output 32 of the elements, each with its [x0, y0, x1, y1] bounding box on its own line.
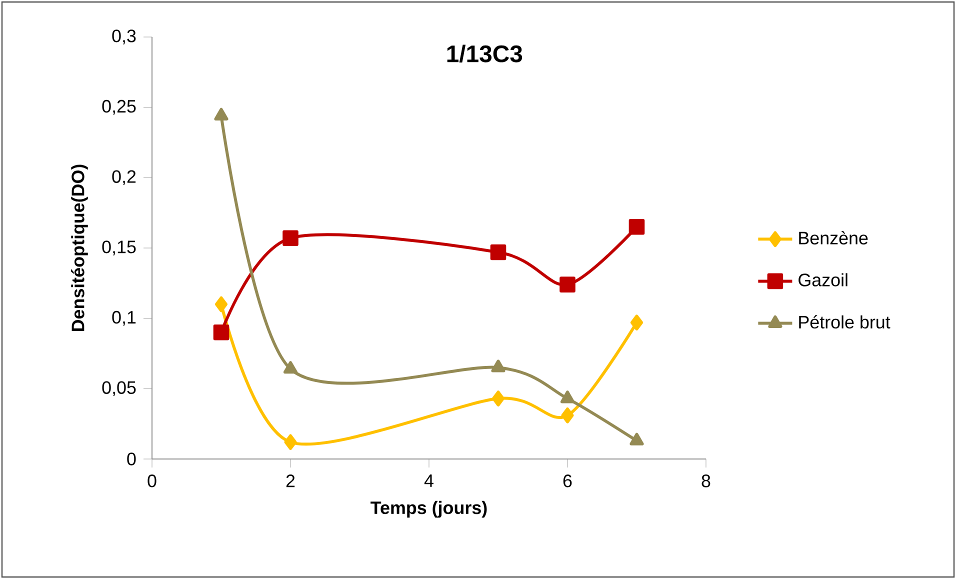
- point: [630, 314, 644, 330]
- point: [560, 276, 576, 292]
- point: [282, 230, 298, 246]
- point: [283, 361, 298, 374]
- y-tick-label: 0,05: [102, 381, 136, 396]
- y-tick-label: 0,2: [112, 170, 136, 186]
- y-tick-label: 0,15: [102, 240, 136, 256]
- y-tick-label: 0,1: [112, 310, 136, 326]
- x-tick-label: 0: [148, 474, 156, 488]
- x-tick-label: 6: [563, 474, 572, 488]
- point: [490, 244, 506, 260]
- point: [492, 390, 505, 406]
- y-tick-label: 0: [127, 452, 136, 466]
- chart-title: 1/13C3: [447, 44, 522, 63]
- point: [630, 432, 644, 446]
- legend-label: Benzène: [799, 231, 868, 244]
- point: [213, 324, 230, 340]
- x-axis-title: Temps (jours): [370, 500, 487, 518]
- y-axis-title: Densitéoptique(DO): [70, 164, 88, 331]
- x-tick-label: 4: [424, 474, 434, 487]
- y-tick-label: 0,3: [112, 30, 136, 44]
- x-tick-label: 2: [286, 474, 295, 488]
- point: [284, 434, 297, 450]
- legend-label: Pétrole brut: [799, 315, 890, 329]
- legend-label: Gazoil: [798, 273, 848, 286]
- point: [628, 219, 645, 235]
- point: [491, 360, 506, 372]
- point: [214, 296, 228, 312]
- x-tick-label: 8: [702, 474, 710, 488]
- point: [560, 390, 575, 404]
- y-tick-label: 0,25: [102, 100, 136, 115]
- point: [561, 407, 574, 424]
